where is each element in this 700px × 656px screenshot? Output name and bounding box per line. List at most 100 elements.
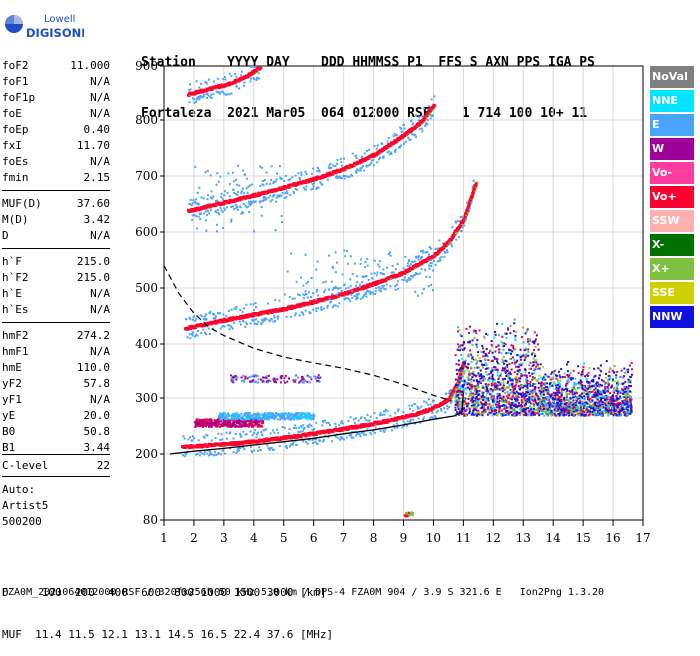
echo-point: [359, 284, 361, 286]
echo-point: [271, 447, 273, 449]
echo-point: [363, 170, 365, 172]
echo-point: [365, 293, 367, 295]
echo-point: [203, 453, 205, 455]
echo-point: [422, 418, 424, 420]
echo-point: [243, 192, 245, 194]
echo-point: [387, 410, 389, 412]
echo-point: [329, 424, 331, 426]
echo-point: [291, 176, 293, 178]
echo-point: [197, 330, 199, 332]
echo-point: [289, 445, 291, 447]
echo-point: [207, 194, 209, 196]
echo-point: [402, 131, 404, 133]
echo-point: [195, 318, 197, 320]
echo-point: [215, 424, 217, 426]
echo-point: [294, 297, 296, 299]
echo-point: [219, 426, 221, 428]
echo-point: [463, 224, 465, 226]
echo-point: [221, 438, 223, 440]
echo-point: [408, 405, 410, 407]
echo-point: [226, 438, 228, 440]
echo-point: [355, 434, 357, 436]
echo-point: [305, 188, 307, 190]
echo-point: [222, 313, 224, 315]
echo-point: [376, 274, 378, 276]
echo-point: [418, 418, 420, 420]
echo-point: [200, 212, 202, 214]
echo-point: [459, 373, 462, 376]
echo-point: [350, 435, 352, 437]
echo-point: [435, 248, 437, 250]
echo-point: [376, 161, 378, 163]
echo-point: [215, 315, 217, 317]
echo-point: [418, 407, 420, 409]
echo-point: [336, 163, 338, 165]
echo-point: [306, 173, 308, 175]
echo-point: [431, 98, 433, 100]
echo-point: [379, 287, 381, 289]
echo-point: [256, 422, 258, 424]
echo-point: [238, 449, 240, 451]
echo-point: [248, 426, 250, 428]
echo-point: [411, 119, 413, 121]
echo-point: [343, 158, 345, 160]
echo-point: [381, 143, 383, 145]
echo-point: [315, 422, 317, 424]
echo-point: [182, 454, 184, 456]
echo-point: [407, 262, 409, 264]
echo-point: [205, 333, 207, 335]
echo-point: [323, 439, 325, 441]
echo-point: [239, 423, 241, 425]
echo-point: [349, 300, 351, 302]
echo-point: [258, 78, 260, 80]
echo-point: [294, 314, 296, 316]
echo-point: [240, 192, 242, 194]
echo-point: [441, 410, 443, 412]
echo-point: [252, 303, 254, 305]
echo-point: [310, 296, 312, 298]
echo-point: [345, 287, 347, 289]
echo-point: [372, 159, 374, 161]
echo-point: [240, 436, 242, 438]
echo-point: [406, 265, 408, 267]
echo-point: [236, 206, 238, 208]
y-tick-label: 80: [143, 513, 158, 527]
echo-point: [260, 431, 262, 433]
x-tick-label: 10: [426, 531, 441, 545]
echo-point: [209, 333, 211, 335]
echo-point: [258, 446, 260, 448]
echo-point: [193, 98, 195, 100]
echo-point: [229, 195, 231, 197]
echo-point: [235, 433, 237, 435]
echo-point: [211, 453, 213, 455]
echo-point: [306, 185, 308, 187]
echo-point: [340, 158, 342, 160]
echo-point: [184, 455, 186, 457]
echo-point: [392, 265, 394, 267]
echo-point: [308, 291, 310, 293]
echo-point: [430, 265, 432, 267]
echo-point: [361, 156, 363, 158]
echo-point: [315, 310, 317, 312]
echo-point: [265, 198, 267, 200]
echo-point: [187, 438, 189, 440]
echo-point: [265, 197, 267, 199]
echo-point: [395, 149, 397, 151]
echo-point: [217, 78, 219, 80]
echo-point: [416, 257, 418, 259]
echo-point: [447, 408, 449, 410]
echo-point: [229, 431, 231, 433]
echo-point: [242, 188, 244, 190]
x-tick-label: 16: [605, 531, 620, 545]
echo-point: [338, 424, 340, 426]
echo-point: [248, 201, 250, 203]
echo-point: [208, 425, 210, 427]
echo-point: [330, 301, 332, 303]
echo-point: [362, 165, 364, 167]
echo-point: [321, 425, 323, 427]
echo-point: [470, 202, 472, 204]
echo-point: [380, 412, 382, 414]
echo-point: [235, 452, 237, 454]
echo-point: [255, 200, 257, 202]
echo-point: [462, 226, 464, 228]
